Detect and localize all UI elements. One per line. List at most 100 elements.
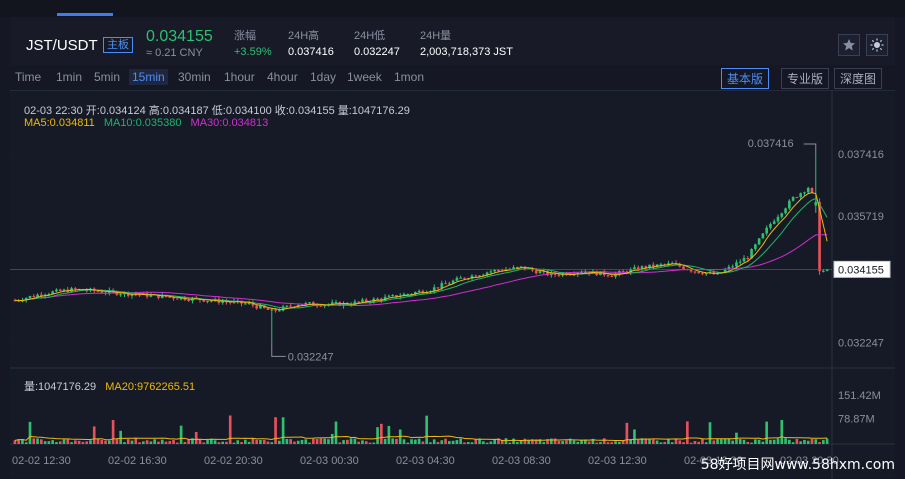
view-pro-button[interactable]: 专业版 (781, 68, 830, 89)
volume-legend: 量:1047176.29 MA20:9762265.51 (24, 378, 201, 394)
kline-svg[interactable]: 0.037416 0.035719 0.032247 0.034155 0.037416… (10, 91, 895, 479)
tab-interval-1week[interactable]: 1week (347, 70, 382, 84)
y-tick-label: 0.032247 (838, 337, 884, 349)
tab-interval-1day[interactable]: 1day (310, 70, 337, 84)
candle-body (799, 193, 802, 198)
volume-bar (198, 439, 202, 444)
candle-body (130, 294, 134, 296)
tab-interval-30min[interactable]: 30min (178, 70, 211, 84)
volume-bar (636, 439, 640, 444)
y-tick-label: 0.037416 (838, 149, 884, 161)
candle-body (682, 266, 685, 270)
volume-bar (704, 442, 708, 444)
volume-bar (126, 439, 130, 444)
high-marker-line (803, 143, 817, 154)
candle-body (810, 187, 814, 193)
candle-body (380, 298, 383, 301)
volume-bar (516, 442, 519, 444)
candle-body (368, 301, 372, 303)
volume-bar (429, 442, 432, 444)
candle-body (47, 293, 51, 295)
candle-body (421, 290, 425, 294)
volume-bar (697, 441, 700, 444)
volume-bar (293, 441, 296, 444)
candle-body (776, 216, 780, 222)
candle-body (693, 271, 697, 273)
volume-bar (466, 441, 470, 444)
volume-bar (776, 438, 780, 444)
view-basic-button[interactable]: 基本版 (721, 68, 770, 89)
theme-button[interactable] (866, 34, 888, 56)
volume-bar (523, 438, 527, 444)
volume-bar (138, 442, 141, 444)
stat-label: 24H低 (354, 30, 386, 42)
volume-bar (769, 439, 772, 444)
volume-bar (561, 441, 564, 444)
volume-bar (96, 438, 100, 444)
candle-body (414, 292, 417, 294)
volume-bar (108, 440, 111, 444)
favorite-button[interactable] (838, 34, 860, 56)
candle-body (750, 249, 753, 259)
volume-bar (716, 439, 719, 444)
tab-interval-1mon[interactable]: 1mon (394, 70, 425, 84)
tab-interval-4hour[interactable]: 4hour (267, 70, 298, 84)
candle-body (247, 302, 251, 304)
x-tick-label: 02-03 00:30 (300, 455, 359, 467)
candle-body (633, 267, 636, 270)
volume-bar (754, 439, 757, 444)
candle-body (225, 301, 228, 303)
volume-bar (417, 438, 421, 444)
volume-bar (36, 438, 39, 444)
volume-bar (633, 429, 636, 444)
candle-body (512, 267, 515, 269)
stat-volume: 24H量 2,003,718,373 JST (420, 27, 513, 58)
low-marker-label: 0.032247 (288, 351, 334, 363)
volume-bar (247, 441, 251, 444)
candle-body (285, 305, 289, 307)
volume-bar (319, 438, 323, 444)
volume-bar (444, 438, 447, 444)
volume-bar (77, 440, 81, 444)
candle-body (149, 294, 153, 297)
volume-bar (414, 439, 417, 444)
volume-bar (814, 439, 818, 444)
pair-name[interactable]: JST/USDT (26, 37, 98, 54)
volume-bar (489, 441, 493, 444)
view-depth-button[interactable]: 深度图 (834, 68, 883, 89)
volume-bar (81, 441, 85, 444)
candle-body (36, 294, 39, 297)
volume-bar (538, 439, 542, 444)
candle-body (417, 290, 421, 293)
volume-bar (436, 442, 440, 444)
candle-body (28, 296, 32, 299)
candle-body (667, 263, 670, 265)
tab-interval-time[interactable]: Time (15, 70, 42, 84)
tab-interval-5min[interactable]: 5min (94, 70, 121, 84)
volume-bar (640, 438, 644, 444)
volume-bar (55, 441, 58, 444)
volume-bar (206, 439, 209, 444)
candle-body (251, 302, 255, 306)
candle-body (610, 276, 614, 278)
candle-body (697, 271, 700, 274)
volume-bar (330, 433, 334, 444)
volume-bar (270, 442, 274, 444)
tab-interval-15min[interactable]: 15min (129, 69, 168, 85)
volume-bar (380, 423, 383, 444)
candle-body (262, 305, 266, 309)
tab-interval-1hour[interactable]: 1hour (224, 70, 255, 84)
volume-bar (183, 441, 187, 444)
kline-chart[interactable]: 0.037416 0.035719 0.032247 0.034155 0.037416… (10, 90, 895, 479)
candle-body (187, 299, 190, 301)
volume-bar (278, 440, 281, 444)
volume-bar (255, 439, 258, 444)
stat-value: +3.59% (234, 46, 272, 58)
tab-interval-1min[interactable]: 1min (56, 70, 83, 84)
candle-body (584, 272, 587, 274)
volume-bar (784, 438, 787, 444)
stat-high: 24H高 0.037416 (288, 27, 334, 58)
current-price-box (833, 260, 891, 278)
candle-body (542, 270, 546, 272)
candle-body (451, 280, 455, 284)
